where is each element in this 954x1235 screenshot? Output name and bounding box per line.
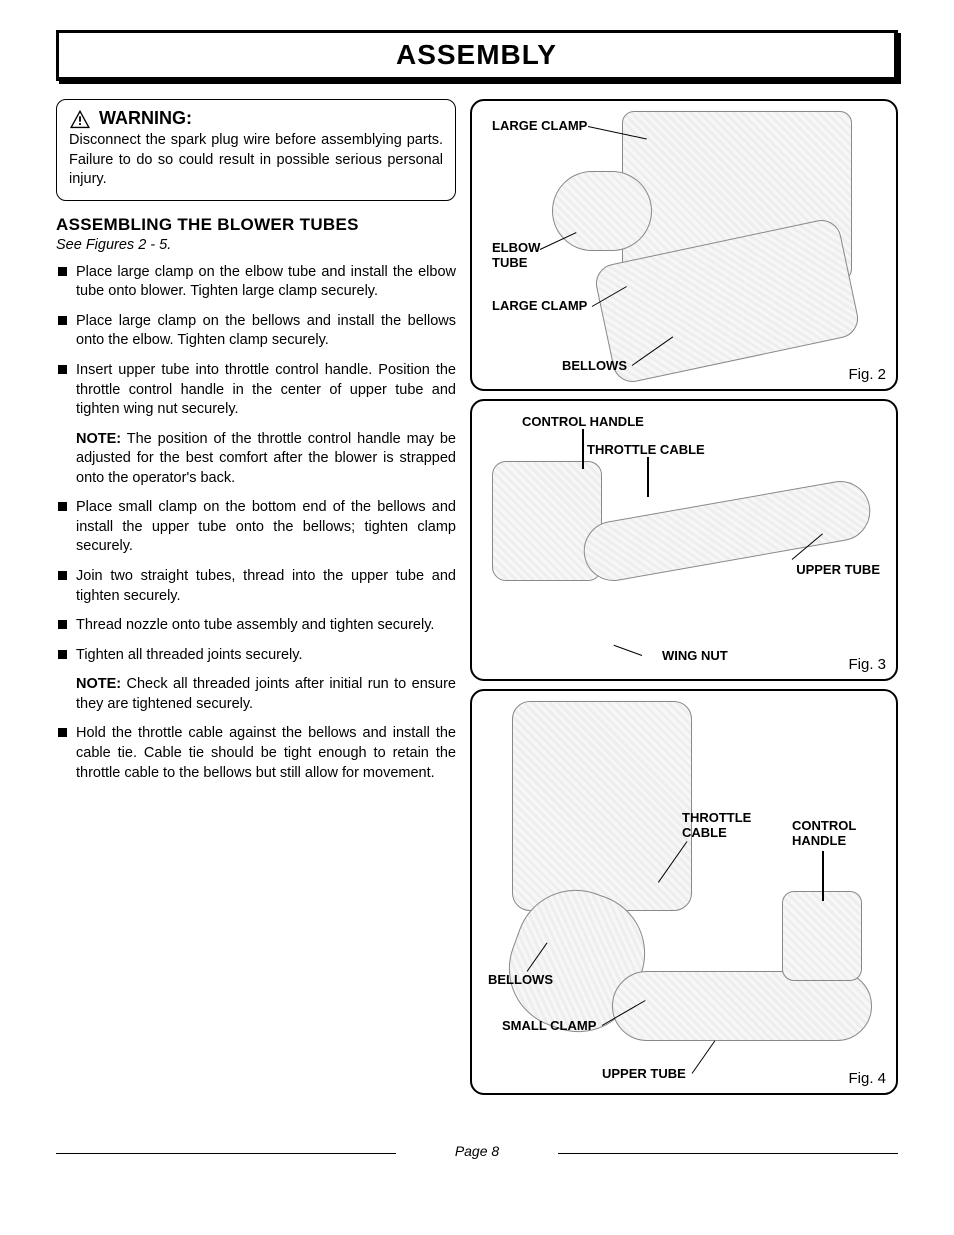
step-item: Thread nozzle onto tube assembly and tig…	[56, 616, 456, 636]
note-1: NOTE: The position of the throttle contr…	[56, 430, 456, 489]
callout-upper-tube: UPPER TUBE	[796, 563, 880, 578]
figure-number: Fig. 4	[848, 1070, 886, 1087]
step-item: Place large clamp on the bellows and ins…	[56, 312, 456, 351]
callout-elbow-tube: ELBOW TUBE	[492, 241, 540, 271]
warning-icon	[69, 109, 91, 129]
figure-4: THROTTLE CABLE CONTROL HANDLE BELLOWS SM…	[470, 689, 898, 1095]
note-text: The position of the throttle control han…	[76, 431, 456, 486]
step-item: Place small clamp on the bottom end of t…	[56, 498, 456, 557]
step-item: Place large clamp on the elbow tube and …	[56, 263, 456, 302]
figure-number: Fig. 2	[848, 366, 886, 383]
warning-text: Disconnect the spark plug wire before as…	[69, 131, 443, 190]
warning-box: WARNING: Disconnect the spark plug wire …	[56, 99, 456, 201]
footer-rule-left	[56, 1153, 396, 1154]
footer-rule-right	[558, 1153, 898, 1154]
step-item: Insert upper tube into throttle control …	[56, 361, 456, 420]
columns: WARNING: Disconnect the spark plug wire …	[56, 99, 898, 1103]
note-label: NOTE:	[76, 676, 121, 692]
callout-small-clamp: SMALL CLAMP	[502, 1019, 596, 1034]
step-item: Tighten all threaded joints securely.	[56, 646, 456, 666]
callout-large-clamp-bottom: LARGE CLAMP	[492, 299, 587, 314]
callout-control-handle: CONTROL HANDLE	[792, 819, 856, 849]
steps-list-3: Hold the throttle cable against the bell…	[56, 724, 456, 783]
callout-throttle-cable: THROTTLE CABLE	[587, 443, 705, 458]
page-number: Page 8	[445, 1143, 509, 1159]
callout-control-handle: CONTROL HANDLE	[522, 415, 644, 430]
section-heading: ASSEMBLING THE BLOWER TUBES	[56, 215, 456, 235]
see-figures: See Figures 2 - 5.	[56, 237, 456, 253]
page-title: ASSEMBLY	[59, 39, 894, 71]
note-label: NOTE:	[76, 431, 121, 447]
note-text: Check all threaded joints after initial …	[76, 676, 456, 712]
steps-list-2: Place small clamp on the bottom end of t…	[56, 498, 456, 665]
page-footer: Page 8	[56, 1143, 898, 1167]
step-item: Hold the throttle cable against the bell…	[56, 724, 456, 783]
note-2: NOTE: Check all threaded joints after in…	[56, 675, 456, 714]
figure-number: Fig. 3	[848, 656, 886, 673]
steps-list-1: Place large clamp on the elbow tube and …	[56, 263, 456, 420]
right-column: LARGE CLAMP ELBOW TUBE LARGE CLAMP BELLO…	[470, 99, 898, 1103]
figure-2: LARGE CLAMP ELBOW TUBE LARGE CLAMP BELLO…	[470, 99, 898, 391]
callout-upper-tube: UPPER TUBE	[602, 1067, 686, 1082]
callout-throttle-cable: THROTTLE CABLE	[682, 811, 751, 841]
title-box: ASSEMBLY	[56, 30, 898, 81]
step-item: Join two straight tubes, thread into the…	[56, 567, 456, 606]
warning-title: WARNING:	[99, 108, 192, 129]
warning-header: WARNING:	[69, 108, 443, 129]
callout-wing-nut: WING NUT	[662, 649, 728, 664]
figure-3: CONTROL HANDLE THROTTLE CABLE UPPER TUBE…	[470, 399, 898, 681]
callout-large-clamp-top: LARGE CLAMP	[492, 119, 587, 134]
left-column: WARNING: Disconnect the spark plug wire …	[56, 99, 456, 1103]
callout-bellows: BELLOWS	[488, 973, 553, 988]
page: ASSEMBLY WARNING: Disconnect t	[0, 0, 954, 1187]
callout-bellows: BELLOWS	[562, 359, 627, 374]
